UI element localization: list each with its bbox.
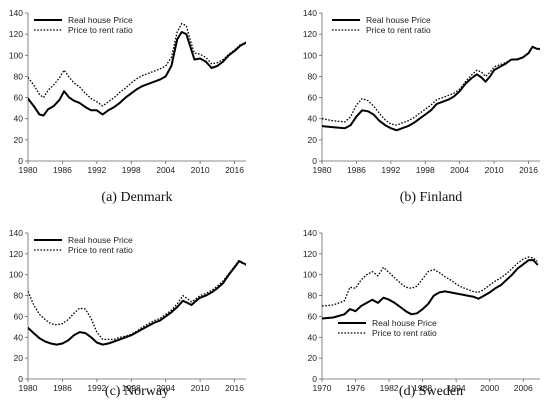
y-tick-label: 100 bbox=[9, 270, 23, 280]
x-tick-label: 1992 bbox=[87, 165, 106, 175]
legend-label: Price to rent ratio bbox=[68, 245, 133, 255]
y-tick-label: 80 bbox=[14, 291, 24, 301]
chart-panel-denmark: 0 20 40 60 80 100 120 140 1980 1986 1992 1998 2004 20… bbox=[9, 8, 246, 175]
legend-label: Price to rent ratio bbox=[372, 328, 437, 338]
y-tick-label: 60 bbox=[308, 93, 318, 103]
y-tick-label: 120 bbox=[303, 249, 317, 259]
y-tick-label: 20 bbox=[308, 353, 318, 363]
series-line-real-house-price bbox=[28, 260, 246, 346]
caption-denmark: (a) Denmark bbox=[101, 190, 172, 205]
x-tick-label: 1998 bbox=[122, 165, 141, 175]
series-group bbox=[28, 22, 246, 117]
y-tick-label: 80 bbox=[14, 71, 24, 81]
y-tick-label: 20 bbox=[14, 353, 24, 363]
x-tick-label: 1992 bbox=[381, 165, 400, 175]
legend-label: Real house Price bbox=[68, 15, 133, 25]
y-tick-label: 40 bbox=[308, 332, 318, 342]
caption-sweden: (d) Sweden bbox=[399, 384, 463, 399]
y-tick-label: 40 bbox=[14, 114, 24, 124]
y-tick-label: 0 bbox=[312, 374, 317, 384]
series-line-real-house-price bbox=[28, 31, 246, 117]
series-group bbox=[322, 256, 539, 320]
x-tick-label: 1992 bbox=[87, 383, 106, 393]
legend-label: Price to rent ratio bbox=[68, 25, 133, 35]
x-tick-label: 1994 bbox=[447, 383, 466, 393]
y-tick-label: 100 bbox=[303, 270, 317, 280]
series-line-price-to-rent-ratio bbox=[322, 46, 540, 126]
y-tick-label: 120 bbox=[9, 29, 23, 39]
y-tick-label: 0 bbox=[18, 374, 23, 384]
y-tick-label: 0 bbox=[312, 156, 317, 166]
y-tick-label: 140 bbox=[9, 8, 23, 18]
series-line-price-to-rent-ratio bbox=[28, 259, 246, 341]
y-tick-label: 140 bbox=[9, 228, 23, 238]
y-tick-label: 40 bbox=[14, 332, 24, 342]
x-tick-label: 1976 bbox=[346, 383, 365, 393]
chart-panel-finland: 0 20 40 60 80 100 120 140 1980 1986 1992 1998 2004 20… bbox=[303, 8, 540, 175]
legend-label: Price to rent ratio bbox=[366, 25, 431, 35]
y-tick-label: 120 bbox=[9, 249, 23, 259]
x-tick-label: 1986 bbox=[347, 165, 366, 175]
series-line-real-house-price bbox=[322, 45, 540, 132]
y-tick-label: 20 bbox=[308, 135, 318, 145]
x-tick-label: 1980 bbox=[313, 165, 332, 175]
chart-panel-norway: 0 20 40 60 80 100 120 140 1980 1986 1992 1998 2004 20… bbox=[9, 228, 246, 393]
y-tick-label: 120 bbox=[303, 29, 317, 39]
x-tick-label: 1970 bbox=[313, 383, 332, 393]
x-tick-label: 2016 bbox=[225, 165, 244, 175]
y-tick-label: 60 bbox=[308, 311, 318, 321]
x-tick-label: 2006 bbox=[514, 383, 533, 393]
x-tick-label: 2016 bbox=[225, 383, 244, 393]
x-tick-label: 1982 bbox=[380, 383, 399, 393]
series-line-price-to-rent-ratio bbox=[28, 22, 246, 107]
x-tick-label: 2010 bbox=[191, 165, 210, 175]
x-tick-label: 2010 bbox=[191, 383, 210, 393]
caption-norway: (c) Norway bbox=[105, 384, 169, 399]
series-group bbox=[322, 45, 540, 132]
x-tick-label: 1986 bbox=[53, 165, 72, 175]
x-tick-label: 2010 bbox=[485, 165, 504, 175]
x-tick-label: 2004 bbox=[156, 165, 175, 175]
y-tick-label: 140 bbox=[303, 8, 317, 18]
series-line-real-house-price bbox=[322, 259, 539, 320]
y-tick-label: 60 bbox=[14, 311, 24, 321]
y-tick-label: 0 bbox=[18, 156, 23, 166]
y-tick-label: 40 bbox=[308, 114, 318, 124]
x-tick-label: 2016 bbox=[519, 165, 538, 175]
y-tick-label: 60 bbox=[14, 93, 24, 103]
x-tick-label: 1988 bbox=[413, 383, 432, 393]
legend-label: Real house Price bbox=[68, 235, 133, 245]
y-tick-label: 20 bbox=[14, 135, 24, 145]
legend-label: Real house Price bbox=[372, 318, 437, 328]
x-tick-label: 1986 bbox=[53, 383, 72, 393]
x-tick-label: 1998 bbox=[122, 383, 141, 393]
x-tick-label: 1980 bbox=[19, 383, 38, 393]
x-tick-label: 2004 bbox=[156, 383, 175, 393]
y-tick-label: 80 bbox=[308, 291, 318, 301]
series-line-price-to-rent-ratio bbox=[322, 256, 538, 307]
y-tick-label: 80 bbox=[308, 71, 318, 81]
series-group bbox=[28, 259, 246, 346]
y-tick-label: 100 bbox=[9, 50, 23, 60]
legend-label: Real house Price bbox=[366, 15, 431, 25]
x-tick-label: 1980 bbox=[19, 165, 38, 175]
x-tick-label: 2000 bbox=[480, 383, 499, 393]
y-tick-label: 140 bbox=[303, 228, 317, 238]
chart-panel-sweden: 0 20 40 60 80 100 120 140 1970 1976 1982 1988 1994 20… bbox=[303, 228, 540, 393]
x-tick-label: 1998 bbox=[416, 165, 435, 175]
x-tick-label: 2004 bbox=[450, 165, 469, 175]
y-tick-label: 100 bbox=[303, 50, 317, 60]
caption-finland: (b) Finland bbox=[400, 190, 463, 205]
